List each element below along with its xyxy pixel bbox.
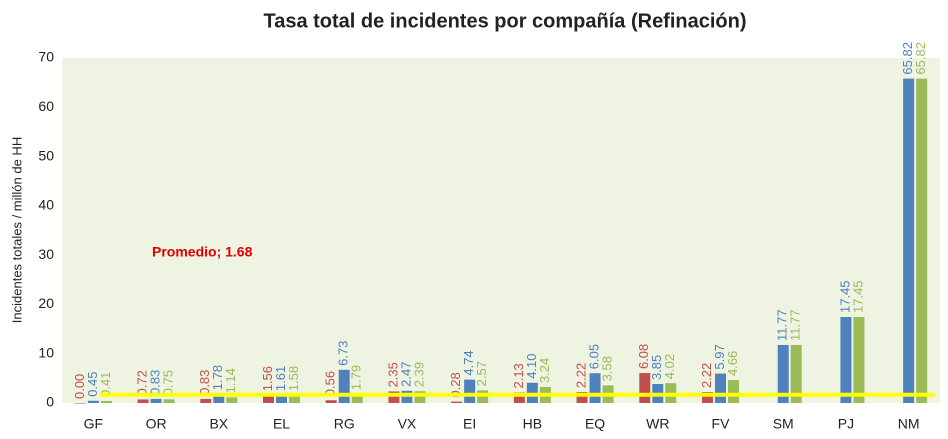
bar	[513, 392, 525, 403]
value-label: 65.82	[913, 42, 928, 75]
value-label: 11.77	[788, 309, 803, 341]
value-label: 3.24	[537, 358, 552, 383]
bar	[325, 400, 337, 403]
bar	[401, 390, 413, 403]
bar	[414, 391, 426, 403]
bar	[903, 78, 915, 403]
x-tick-label: HB	[523, 416, 542, 432]
value-label: 0.41	[98, 372, 113, 397]
bar	[263, 395, 274, 403]
bar	[916, 78, 928, 403]
value-label: 1.14	[223, 368, 238, 393]
bar	[100, 400, 112, 403]
value-label: 2.22	[574, 363, 589, 388]
x-tick-label: EQ	[585, 416, 605, 432]
bar	[702, 392, 713, 403]
bar	[351, 394, 363, 403]
bar	[728, 380, 739, 403]
bar	[200, 398, 212, 403]
x-tick-label: VX	[398, 416, 417, 432]
bar	[150, 398, 162, 403]
bar	[840, 316, 852, 403]
bar	[639, 373, 651, 403]
value-label: 0.00	[72, 374, 87, 399]
x-tick-label: GF	[84, 416, 103, 432]
y-tick-label: 50	[38, 147, 54, 163]
value-label: 3.58	[600, 356, 615, 381]
value-label: 4.66	[725, 351, 740, 376]
value-label: 1.58	[286, 366, 301, 391]
value-label: 6.08	[636, 344, 651, 369]
chart-title: Tasa total de incidentes por compañía (R…	[263, 10, 746, 32]
bar	[715, 373, 726, 403]
bar	[464, 379, 476, 403]
value-label: 1.79	[349, 365, 364, 390]
bar	[451, 401, 463, 403]
value-label: 4.74	[461, 350, 476, 375]
x-tick-label: BX	[209, 416, 228, 432]
y-tick-label: 10	[38, 344, 54, 360]
bar	[790, 344, 802, 403]
y-tick-label: 20	[38, 295, 54, 311]
value-label: 1.56	[260, 366, 275, 391]
value-label: 0.75	[161, 370, 176, 395]
value-label: 0.83	[197, 370, 212, 395]
value-label: 0.72	[135, 370, 150, 395]
value-label: 3.85	[649, 355, 664, 380]
bar	[137, 399, 149, 403]
bar	[589, 373, 601, 403]
x-tick-label: SM	[773, 416, 794, 432]
value-label: 11.77	[775, 309, 790, 341]
value-label: 2.13	[511, 363, 526, 388]
x-tick-label: EI	[463, 416, 476, 432]
bar	[338, 369, 350, 403]
value-label: 17.45	[850, 280, 865, 313]
average-label: Promedio; 1.68	[152, 244, 253, 260]
bar	[163, 399, 175, 403]
y-tick-label: 70	[38, 49, 54, 65]
value-label: 0.83	[148, 370, 163, 395]
value-label: 2.47	[398, 362, 413, 387]
value-label: 4.10	[524, 353, 539, 378]
bar	[388, 391, 400, 403]
value-label: 65.82	[900, 42, 915, 75]
x-tick-label: EL	[273, 416, 290, 432]
bar	[87, 400, 99, 403]
value-label: 17.45	[837, 280, 852, 313]
bar	[853, 316, 865, 403]
bar	[777, 344, 789, 403]
value-label: 2.22	[699, 363, 714, 388]
value-label: 2.39	[411, 362, 426, 387]
bar	[276, 395, 287, 403]
value-label: 2.35	[385, 362, 400, 387]
value-label: 0.56	[323, 371, 338, 396]
y-tick-label: 30	[38, 246, 54, 262]
x-tick-label: OR	[146, 416, 167, 432]
y-axis-label: Incidentes totales / millón de HH	[9, 137, 24, 323]
value-label: 0.28	[448, 372, 463, 397]
x-tick-label: NM	[898, 416, 920, 432]
value-label: 6.05	[587, 344, 602, 369]
bar	[74, 403, 86, 404]
x-tick-label: WR	[646, 416, 669, 432]
x-tick-label: PJ	[838, 416, 854, 432]
value-label: 0.45	[85, 371, 100, 396]
y-tick-label: 40	[38, 197, 54, 213]
value-label: 2.57	[474, 361, 489, 386]
bar	[213, 394, 225, 403]
value-label: 6.73	[336, 341, 351, 366]
y-tick-label: 60	[38, 98, 54, 114]
bar	[226, 397, 238, 403]
value-label: 5.97	[712, 344, 727, 369]
bar	[576, 392, 588, 403]
x-tick-label: FV	[712, 416, 731, 432]
bar	[289, 395, 300, 403]
y-tick-label: 0	[46, 394, 54, 410]
x-tick-label: RG	[334, 416, 355, 432]
plot-area	[62, 58, 940, 403]
value-label: 1.61	[273, 366, 288, 391]
value-label: 4.02	[662, 354, 677, 379]
value-label: 1.78	[210, 365, 225, 390]
